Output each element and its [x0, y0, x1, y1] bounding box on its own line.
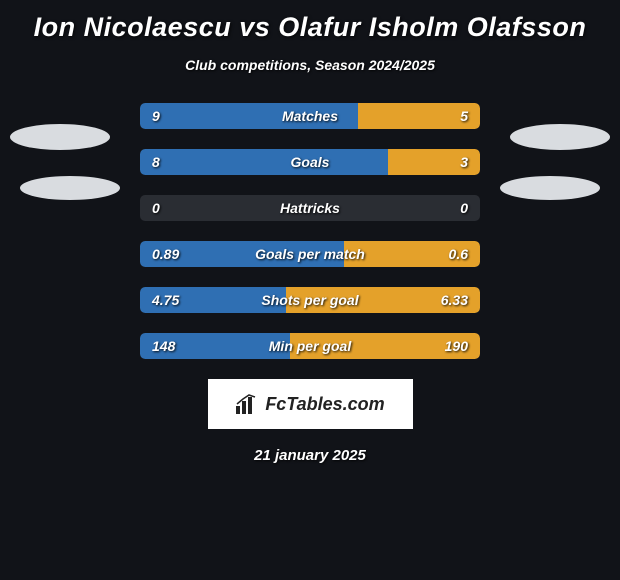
chart-date: 21 january 2025: [0, 447, 620, 464]
stat-label: Shots per goal: [140, 287, 480, 313]
chart-icon: [235, 394, 259, 414]
stat-label: Matches: [140, 103, 480, 129]
stat-row: 148190Min per goal: [140, 333, 480, 359]
stat-row: 4.756.33Shots per goal: [140, 287, 480, 313]
logo-text: FcTables.com: [265, 394, 384, 415]
stat-row: 00Hattricks: [140, 195, 480, 221]
comparison-chart: 95Matches 83Goals 00Hattricks 0.890.6Goals …: [0, 103, 620, 359]
source-logo: FcTables.com: [208, 379, 413, 429]
stat-label: Goals per match: [140, 241, 480, 267]
stat-row: 0.890.6Goals per match: [140, 241, 480, 267]
stat-label: Hattricks: [140, 195, 480, 221]
stat-row: 95Matches: [140, 103, 480, 129]
stat-label: Min per goal: [140, 333, 480, 359]
stat-row: 83Goals: [140, 149, 480, 175]
stat-label: Goals: [140, 149, 480, 175]
page-title: Ion Nicolaescu vs Olafur Isholm Olafsson: [0, 0, 620, 43]
page-subtitle: Club competitions, Season 2024/2025: [0, 57, 620, 73]
